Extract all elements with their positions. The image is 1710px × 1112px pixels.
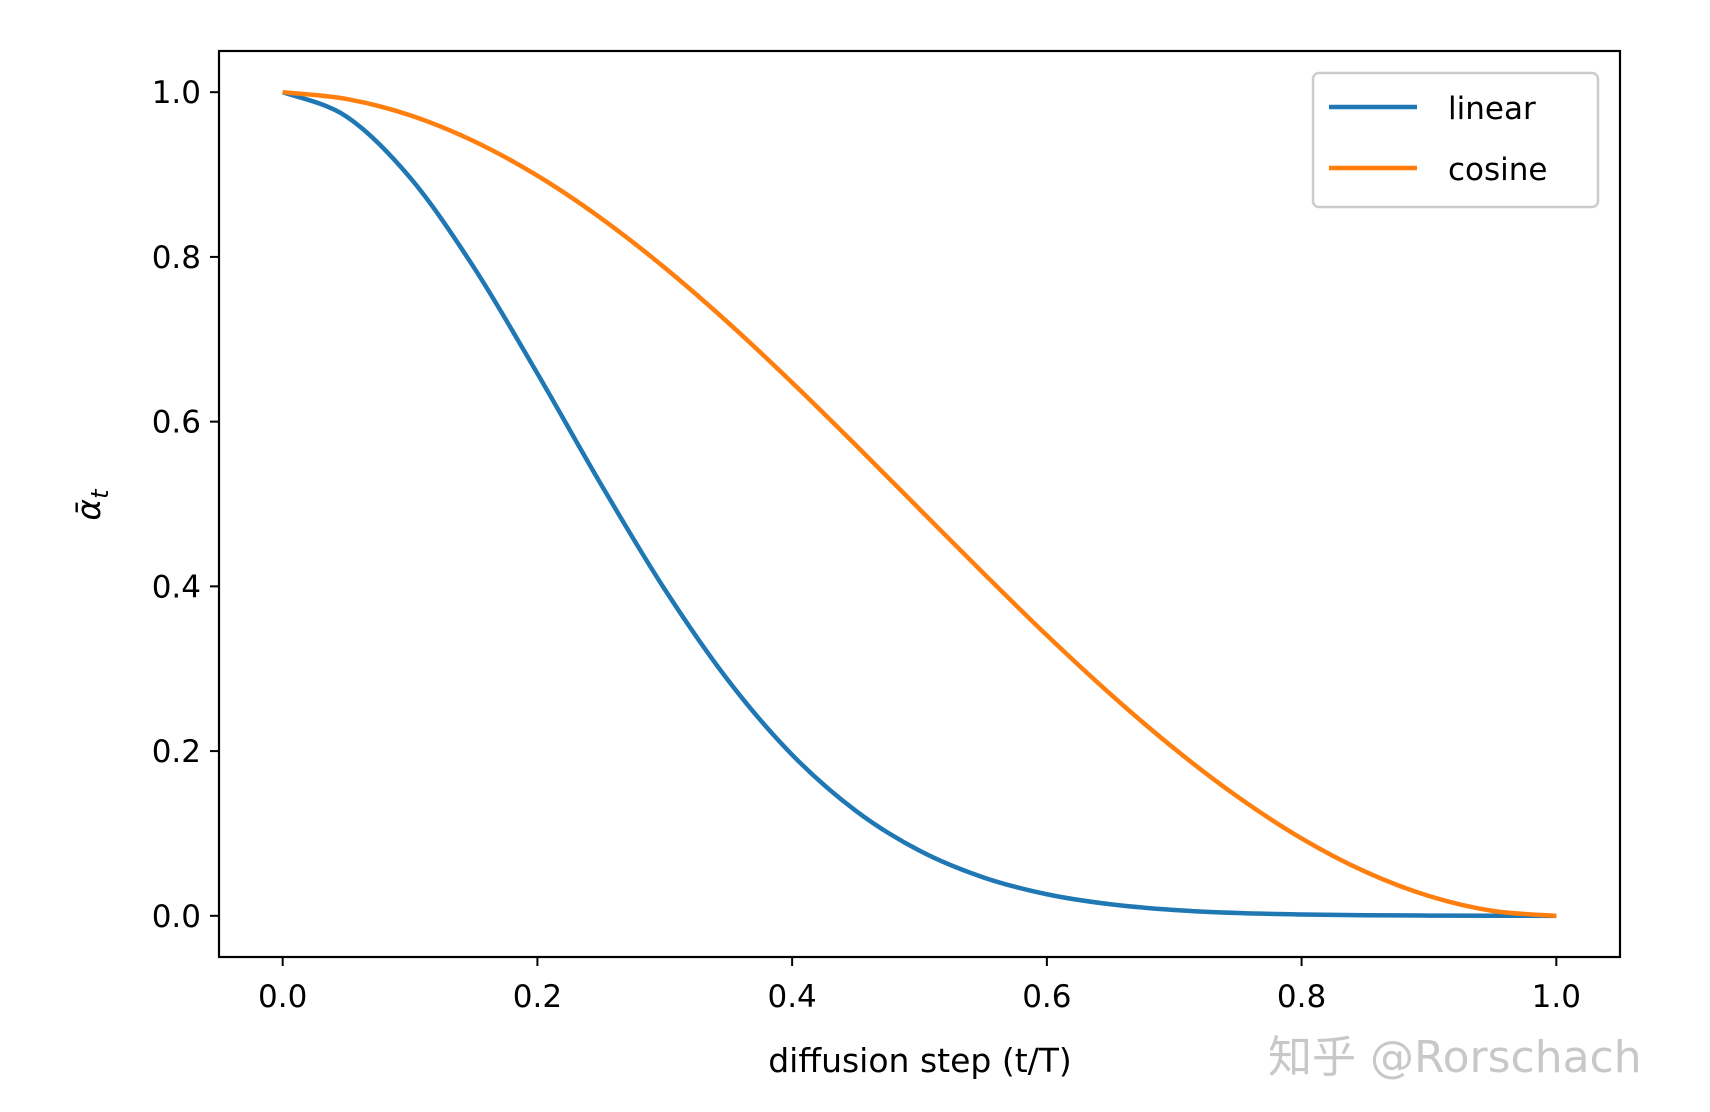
series-line-linear (281, 90, 1557, 919)
series-layer (281, 89, 1557, 919)
legend-label-linear: linear (1448, 91, 1536, 127)
y-tick-label: 0.0 (152, 899, 201, 935)
series-line-cosine (282, 89, 1557, 919)
y-tick-label: 0.6 (152, 405, 201, 441)
y-tick-label: 0.8 (152, 240, 201, 276)
legend: linear cosine (1311, 71, 1600, 209)
axes-frame (217, 49, 1622, 959)
x-tick-label: 1.0 (1532, 979, 1581, 1015)
y-axis: 0.0 0.2 0.4 0.6 0.8 1.0 (152, 75, 219, 935)
x-tick-label: 0.0 (258, 979, 307, 1015)
y-axis-label-sub: t (86, 488, 114, 499)
watermark: 知乎 @Rorschach (1268, 1032, 1642, 1083)
x-tick-label: 0.6 (1022, 979, 1071, 1015)
x-axis: 0.0 0.2 0.4 0.6 0.8 1.0 (258, 957, 1581, 1015)
x-tick-label: 0.4 (767, 979, 816, 1015)
legend-label-cosine: cosine (1448, 152, 1548, 188)
y-axis-label: ᾱt (69, 488, 114, 521)
x-axis-label: diffusion step (t/T) (768, 1041, 1072, 1080)
y-tick-label: 1.0 (152, 75, 201, 111)
y-tick-label: 0.4 (152, 569, 201, 605)
svg-text:ᾱt: ᾱt (69, 488, 114, 521)
x-tick-label: 0.8 (1277, 979, 1326, 1015)
y-axis-label-main: ᾱ (69, 499, 108, 521)
x-tick-label: 0.2 (513, 979, 562, 1015)
y-tick-label: 0.2 (152, 734, 201, 770)
